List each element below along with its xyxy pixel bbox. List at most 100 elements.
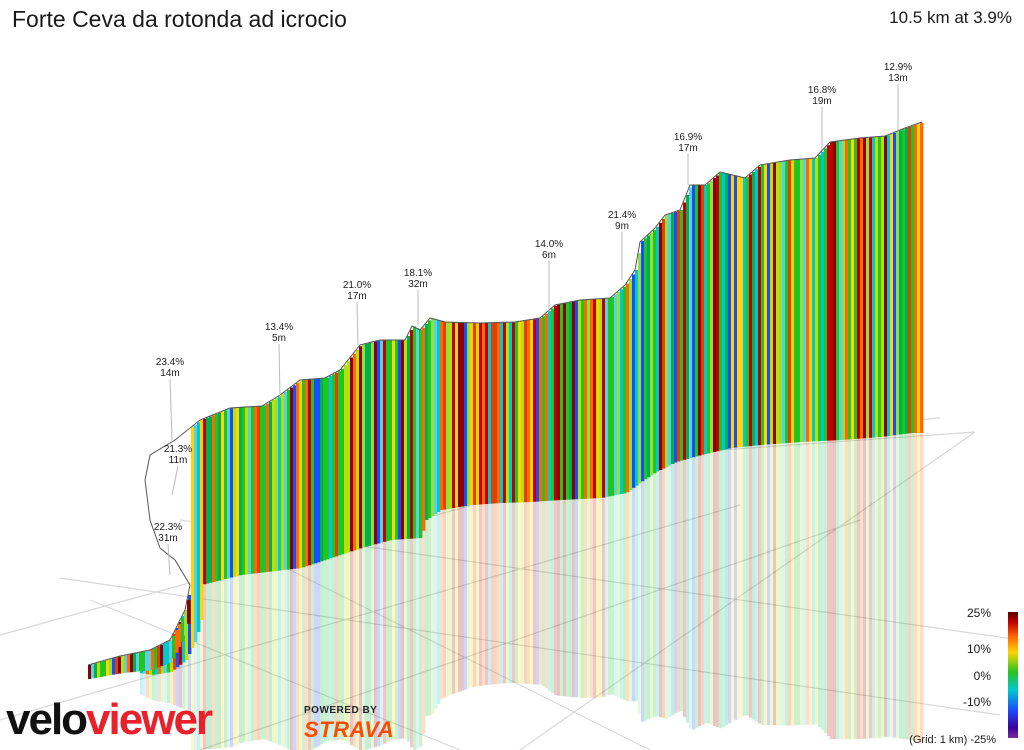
- gradient-stripe: [596, 298, 600, 499]
- gradient-stripe-reflection: [194, 642, 198, 750]
- gradient-stripe: [142, 651, 146, 671]
- gradient-stripe-reflection: [308, 565, 312, 750]
- gradient-stripe-reflection: [632, 487, 636, 702]
- gradient-stripe-reflection: [680, 460, 684, 712]
- gradient-stripe-reflection: [569, 499, 573, 697]
- gradient-stripe-reflection: [866, 438, 870, 739]
- gradient-stripe-reflection: [728, 448, 732, 724]
- profile-wall: [88, 122, 924, 679]
- gradient-stripe: [620, 289, 624, 494]
- gradient-stripe-reflection: [152, 674, 156, 701]
- gradient-stripe-reflection: [401, 539, 405, 739]
- gradient-stripe: [737, 176, 741, 448]
- gradient-stripe: [551, 308, 555, 501]
- gradient-stripe-reflection: [545, 501, 549, 689]
- gradient-stripe: [491, 322, 495, 504]
- gradient-stripe: [581, 299, 585, 499]
- gradient-stripe: [428, 320, 432, 518]
- gradient-stripe-reflection: [551, 500, 555, 693]
- gradient-stripe-reflection: [377, 543, 381, 747]
- page-title: Forte Ceva da rotonda ad icrocio: [12, 6, 347, 32]
- gradient-stripe-reflection: [470, 505, 474, 688]
- gradient-stripe: [848, 139, 852, 440]
- annotation-leader: [171, 465, 179, 496]
- gradient-stripe: [347, 361, 351, 553]
- gradient-stripe: [788, 160, 792, 443]
- gradient-stripe-reflection: [458, 507, 462, 692]
- gradient-stripe-reflection: [812, 441, 816, 725]
- gradient-stripe: [413, 326, 417, 539]
- gradient-stripe: [437, 319, 441, 512]
- gradient-stripe-reflection: [416, 538, 420, 749]
- strava-logo[interactable]: STRAVA: [304, 717, 395, 742]
- gradient-stripe: [797, 159, 801, 443]
- grid-line: [229, 539, 651, 750]
- gradient-stripe-reflection: [704, 454, 708, 724]
- gradient-stripe: [506, 322, 510, 503]
- climb-summary: 10.5 km at 3.9%: [889, 8, 1012, 27]
- annotation-length: 31m: [158, 533, 177, 544]
- logo-velo: velo: [6, 695, 88, 744]
- gradient-stripe: [821, 151, 825, 441]
- gradient-stripe: [374, 341, 378, 545]
- gradient-stripe: [449, 322, 453, 509]
- gradient-stripe-reflection: [908, 433, 912, 740]
- gradient-stripe-reflection: [824, 440, 828, 734]
- gradient-stripe-reflection: [455, 507, 459, 693]
- gradient-stripe-reflection: [266, 571, 270, 741]
- gradient-stripe-reflection: [590, 498, 594, 698]
- annotation-length: 17m: [678, 143, 697, 154]
- gradient-stripe-reflection: [179, 664, 183, 708]
- gradient-stripe: [109, 659, 113, 676]
- gradient-stripe: [761, 164, 765, 445]
- veloviewer-logo[interactable]: veloviewer: [6, 690, 213, 750]
- gradient-stripe: [191, 427, 195, 648]
- gradient-stripe: [163, 643, 167, 665]
- gradient-stripe: [671, 213, 675, 464]
- gradient-stripe-reflection: [245, 574, 249, 742]
- gradient-stripe: [389, 340, 393, 541]
- gradient-stripe-reflection: [611, 495, 615, 695]
- gradient-stripe: [323, 378, 327, 561]
- gradient-stripe-reflection: [380, 542, 384, 746]
- gradient-stripe: [383, 340, 387, 542]
- gradient-stripe: [362, 344, 366, 548]
- gradient-stripe: [674, 212, 678, 463]
- gradient-stripe: [482, 322, 486, 505]
- gradient-stripe: [224, 410, 228, 579]
- gradient-stripe: [281, 394, 285, 571]
- gradient-stripe: [275, 398, 279, 571]
- gradient-stripe: [839, 140, 843, 441]
- gradient-stripe-reflection: [503, 502, 507, 684]
- gradient-stripe-reflection: [725, 449, 729, 726]
- gradient-stripe-reflection: [656, 471, 660, 717]
- gradient-stripe-reflection: [344, 553, 348, 742]
- gradient-stripe-reflection: [629, 490, 633, 702]
- gradient-stripe-reflection: [473, 504, 477, 687]
- gradient-stripe: [560, 304, 564, 500]
- gradient-stripe-reflection: [710, 452, 714, 725]
- gradient-stripe-reflection: [446, 509, 450, 696]
- gradient-stripe-reflection: [461, 506, 465, 691]
- gradient-stripe: [584, 299, 588, 499]
- gradient-stripe: [112, 658, 116, 675]
- gradient-stripe-reflection: [389, 540, 393, 741]
- gradient-legend: 25% 10% 0% -10%: [928, 600, 1018, 748]
- grid-line: [519, 431, 976, 750]
- gradient-stripe: [851, 139, 855, 440]
- gradient-stripe-reflection: [413, 538, 417, 750]
- annotation-gradient: 12.9%: [884, 62, 912, 73]
- gradient-stripe: [587, 299, 591, 499]
- gradient-stripe-reflection: [698, 455, 702, 727]
- gradient-stripe: [320, 378, 324, 562]
- gradient-annotations: 22.3%31m21.3%11m23.4%14m13.4%5m21.0%17m1…: [154, 62, 912, 576]
- gradient-stripe-reflection: [581, 498, 585, 698]
- gradient-stripe-reflection: [605, 497, 609, 696]
- gradient-stripe: [773, 162, 777, 445]
- gradient-stripe: [791, 159, 795, 443]
- gradient-stripe-reflection: [746, 446, 750, 716]
- gradient-stripe: [632, 274, 636, 488]
- gradient-stripe-reflection: [368, 545, 372, 749]
- gradient-stripe-reflection: [671, 464, 675, 715]
